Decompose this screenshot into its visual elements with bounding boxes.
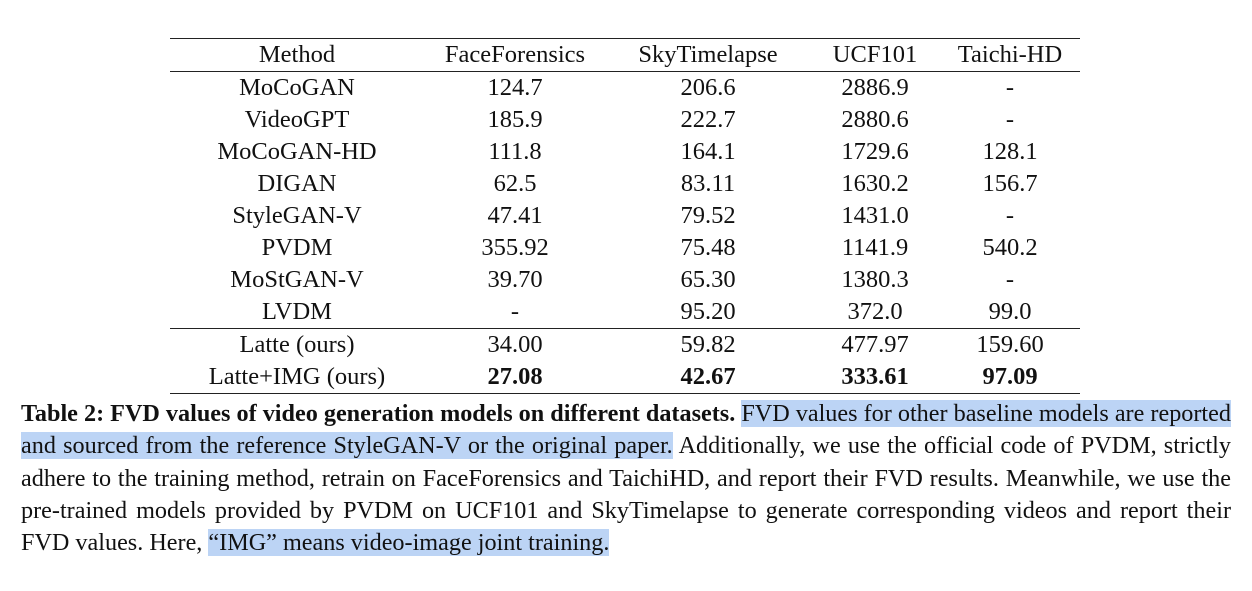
method-name-cell: Latte (ours) (239, 331, 355, 358)
fvd-value-cell: 1630.2 (841, 170, 909, 197)
caption-highlight-img: “IMG” means video-image joint training. (208, 529, 610, 557)
fvd-value-cell: 27.08 (487, 363, 543, 390)
fvd-value-cell: 222.7 (680, 106, 736, 133)
fvd-value-cell: 99.0 (988, 298, 1032, 325)
fvd-value-cell: 39.70 (487, 266, 543, 293)
table-caption: Table 2: FVD values of video generation … (21, 398, 1231, 559)
fvd-value-cell: 47.41 (487, 202, 543, 229)
fvd-value-cell: - (1005, 202, 1015, 229)
fvd-value-cell: 95.20 (680, 298, 736, 325)
method-name-cell: Latte+IMG (ours) (208, 363, 386, 390)
header-row: Method FaceForensics SkyTimelapse UCF101 Tai… (170, 38, 1080, 72)
fvd-value-cell: 156.7 (982, 170, 1038, 197)
method-name-cell: MoCoGAN (239, 74, 355, 101)
column-header-taichi-hd: Taichi-HD (957, 41, 1063, 68)
fvd-value-cell: - (1005, 74, 1015, 101)
method-name-cell: PVDM (261, 234, 333, 261)
method-name-cell: MoCoGAN-HD (217, 138, 377, 165)
table-header: Method FaceForensics SkyTimelapse UCF101 Tai… (170, 38, 1080, 72)
table-row: VideoGPT 185.9 222.7 2880.6 - (170, 104, 1080, 136)
fvd-value-cell: - (1005, 106, 1015, 133)
table-row: LVDM - 95.20 372.0 99.0 (170, 296, 1080, 329)
ours-rows: Latte (ours) 34.00 59.82 477.97 159.60 Latte+… (170, 328, 1080, 394)
table-row: StyleGAN-V 47.41 79.52 1431.0 - (170, 200, 1080, 232)
method-name-cell: LVDM (262, 298, 332, 325)
fvd-value-cell: 62.5 (493, 170, 537, 197)
table-row: MoCoGAN 124.7 206.6 2886.9 - (170, 72, 1080, 105)
fvd-value-cell: 34.00 (487, 331, 543, 358)
fvd-value-cell: 59.82 (680, 331, 736, 358)
fvd-value-cell: 1380.3 (841, 266, 909, 293)
method-name-cell: VideoGPT (244, 106, 350, 133)
method-name-cell: StyleGAN-V (232, 202, 362, 229)
table-row: DIGAN 62.5 83.11 1630.2 156.7 (170, 168, 1080, 200)
fvd-value-cell: 1431.0 (841, 202, 909, 229)
column-header-faceforensics: FaceForensics (444, 41, 586, 68)
fvd-value-cell: 97.09 (982, 363, 1038, 390)
fvd-value-cell: 372.0 (847, 298, 903, 325)
fvd-value-cell: 65.30 (680, 266, 736, 293)
fvd-value-cell: - (1005, 266, 1015, 293)
caption-label: Table 2 (21, 400, 97, 427)
method-name-cell: DIGAN (257, 170, 337, 197)
fvd-value-cell: 83.11 (680, 170, 736, 197)
fvd-value-cell: 124.7 (487, 74, 543, 101)
column-header-skytimelapse: SkyTimelapse (638, 41, 778, 68)
column-header-ucf101: UCF101 (832, 41, 918, 68)
caption-title: FVD values of video generation models on… (110, 400, 736, 427)
fvd-value-cell: 1729.6 (841, 138, 909, 165)
table-row: MoStGAN-V 39.70 65.30 1380.3 - (170, 264, 1080, 296)
column-header-method: Method (258, 41, 336, 68)
fvd-value-cell: 79.52 (680, 202, 736, 229)
fvd-value-cell: 355.92 (481, 234, 549, 261)
fvd-value-cell: 206.6 (680, 74, 736, 101)
fvd-value-cell: 540.2 (982, 234, 1038, 261)
fvd-value-cell: 159.60 (976, 331, 1044, 358)
fvd-value-cell: 75.48 (680, 234, 736, 261)
table-row: Latte+IMG (ours) 27.08 42.67 333.61 97.09 (170, 361, 1080, 394)
table-row: Latte (ours) 34.00 59.82 477.97 159.60 (170, 329, 1080, 362)
fvd-value-cell: 42.67 (680, 363, 736, 390)
fvd-table-container: Method FaceForensics SkyTimelapse UCF101 Tai… (170, 38, 1080, 394)
baseline-rows: MoCoGAN 124.7 206.6 2886.9 - VideoGPT 185.9 222… (170, 72, 1080, 329)
caption-body: Additionally, we use the official code o… (21, 432, 1231, 557)
fvd-table: Method FaceForensics SkyTimelapse UCF101 Tai… (170, 38, 1080, 394)
method-name-cell: MoStGAN-V (230, 266, 364, 293)
table-row: MoCoGAN-HD 111.8 164.1 1729.6 128.1 (170, 136, 1080, 168)
fvd-value-cell: 2886.9 (841, 74, 909, 101)
fvd-value-cell: 477.97 (841, 331, 909, 358)
table-row: PVDM 355.92 75.48 1141.9 540.2 (170, 232, 1080, 264)
caption-heading: Table 2: FVD values of video generation … (21, 400, 736, 427)
fvd-value-cell: 185.9 (487, 106, 543, 133)
fvd-value-cell: 164.1 (680, 138, 736, 165)
fvd-value-cell: - (510, 298, 520, 325)
fvd-value-cell: 111.8 (488, 138, 542, 165)
fvd-value-cell: 2880.6 (841, 106, 909, 133)
fvd-value-cell: 128.1 (982, 138, 1038, 165)
fvd-value-cell: 333.61 (841, 363, 909, 390)
fvd-value-cell: 1141.9 (841, 234, 909, 261)
